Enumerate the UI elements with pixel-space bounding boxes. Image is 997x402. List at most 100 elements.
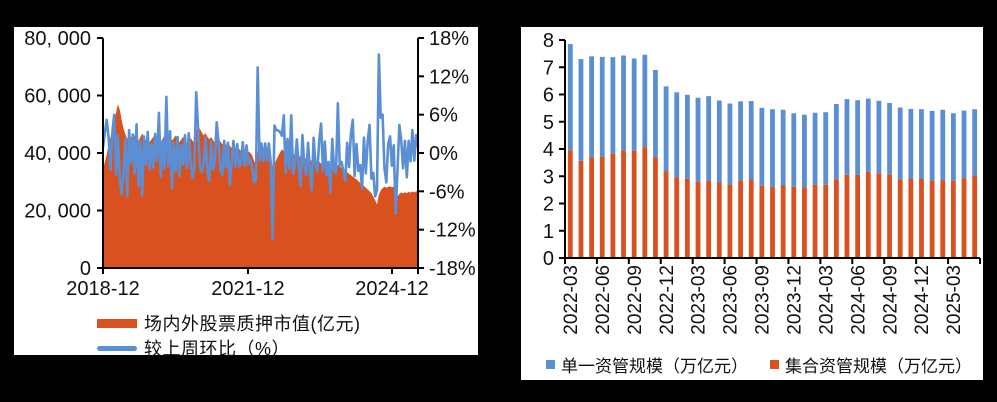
collective-bar-segment [759, 185, 765, 258]
collective-bar-segment [897, 179, 903, 258]
x-tick-label: 2022-03 [561, 265, 582, 335]
collective-bar-segment [631, 150, 637, 258]
collective-bar-segment [610, 153, 616, 258]
collective-bar-segment [951, 180, 956, 258]
bar [599, 56, 605, 258]
collective-bar-segment [738, 180, 743, 258]
bar [684, 94, 690, 258]
x-tick-label: 2022-12 [657, 265, 678, 335]
bar [961, 110, 967, 258]
left-chart-panel: 0 20, 000 40, 000 60, 000 80, 000 -18% -12% -6%… [14, 27, 478, 359]
x-tick-label: 2024-06 [848, 265, 869, 335]
x-tick-label: 2024-03 [816, 265, 837, 335]
y-tick-label: 8 [543, 30, 554, 52]
single-bar-segment [919, 109, 924, 179]
single-bar-segment [972, 109, 978, 176]
single-bar-segment [897, 107, 903, 180]
collective-bar-segment [748, 179, 754, 258]
single-bar-segment [951, 113, 956, 181]
single-bar-segment [759, 107, 765, 186]
x-tick-label: 2023-06 [721, 265, 742, 335]
single-bar-segment [599, 56, 605, 157]
blue-square-swatch [546, 359, 555, 369]
bar [780, 109, 786, 258]
single-bar-segment [642, 54, 648, 148]
single-bar-segment [706, 96, 712, 181]
bar [844, 99, 850, 258]
x-tick-label: 2025-03 [944, 265, 965, 335]
orange-square-swatch [770, 359, 779, 369]
collective-bar-segment [791, 186, 797, 258]
bar [972, 109, 978, 258]
bar [589, 56, 594, 258]
y-tick-label: 1 [543, 221, 554, 243]
single-bar-segment [610, 57, 616, 154]
collective-bar-segment [684, 178, 690, 258]
y-left-tick-label: 40, 000 [24, 143, 91, 165]
single-bar-segment [727, 103, 733, 185]
collective-bar-segment [919, 178, 924, 258]
collective-bar-segment [695, 181, 701, 258]
y-right-tick-label: 6% [429, 105, 458, 127]
collective-bar-segment [908, 178, 914, 258]
legend-label-pledge-value: 场内外股票质押市值(亿元) [144, 314, 361, 334]
single-bar-segment [940, 109, 946, 181]
bar [716, 100, 722, 258]
collective-bar-segment [940, 180, 946, 258]
bar [919, 109, 924, 258]
collective-bar-segment [642, 147, 648, 258]
single-bar-segment [865, 98, 871, 172]
y-right-tick-label: -18% [429, 258, 476, 280]
x-tick-label: 2023-09 [753, 265, 774, 335]
legend-label-wow-change: 较上周环比（%） [144, 339, 291, 359]
y-right-tick-label: -6% [429, 181, 465, 203]
single-bar-segment [695, 97, 701, 182]
y-right-tick-label: 0% [429, 143, 458, 165]
collective-bar-segment [876, 173, 882, 258]
y-tick-label: 4 [543, 139, 554, 161]
bar [887, 102, 892, 258]
single-bar-segment [887, 102, 892, 175]
y-tick-label: 7 [543, 57, 554, 79]
bar [940, 109, 946, 258]
x-tick-label: 2024-12 [355, 278, 428, 300]
collective-bar-segment [653, 157, 658, 258]
collective-bar-segment [780, 185, 786, 258]
bar [610, 57, 616, 258]
collective-bar-segment [812, 184, 818, 258]
x-tick-label: 2022-09 [625, 265, 646, 335]
collective-bar-segment [865, 171, 871, 258]
single-bar-segment [578, 59, 584, 161]
x-tick-label: 2022-06 [593, 265, 614, 335]
bar [567, 44, 573, 258]
legend-label-single-am: 单一资管规模（万亿元） [561, 356, 748, 376]
single-bar-segment [738, 101, 743, 181]
collective-bar-segment [770, 186, 775, 258]
collective-bar-segment [833, 179, 839, 258]
bar [770, 109, 775, 258]
legend-label-collective-am: 集合资管规模（万亿元） [785, 356, 972, 376]
bar [631, 58, 637, 258]
bar [812, 112, 818, 258]
legend-item-pledge-value: 场内外股票质押市值(亿元) [97, 314, 361, 334]
collective-bar-segment [802, 187, 807, 258]
single-bar-segment [684, 94, 690, 179]
bar [929, 110, 935, 258]
collective-bar-segment [823, 184, 829, 258]
bar [674, 92, 680, 258]
x-tick-label: 2023-03 [689, 265, 710, 335]
y-left-tick-label: 80, 000 [24, 28, 91, 50]
collective-bar-segment [663, 171, 669, 258]
single-bar-segment [802, 114, 807, 188]
right-chart-panel: 0 1 2 3 4 5 6 7 8 2022-03 2022-06 2022-09 2022-12 202… [521, 27, 983, 380]
bar [876, 100, 882, 258]
single-bar-segment [844, 99, 850, 175]
bar [791, 113, 797, 258]
single-bar-segment [716, 100, 722, 183]
collective-bar-segment [567, 150, 573, 258]
bar [663, 86, 669, 258]
y-tick-label: 5 [543, 112, 554, 134]
collective-bar-segment [929, 180, 935, 258]
single-bar-segment [653, 69, 658, 158]
single-bar-segment [855, 100, 861, 175]
